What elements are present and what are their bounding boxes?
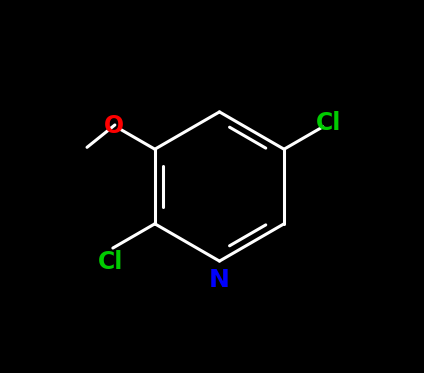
Text: N: N — [209, 269, 230, 292]
Text: Cl: Cl — [316, 111, 341, 135]
Text: Cl: Cl — [98, 250, 124, 274]
Text: O: O — [103, 114, 124, 138]
